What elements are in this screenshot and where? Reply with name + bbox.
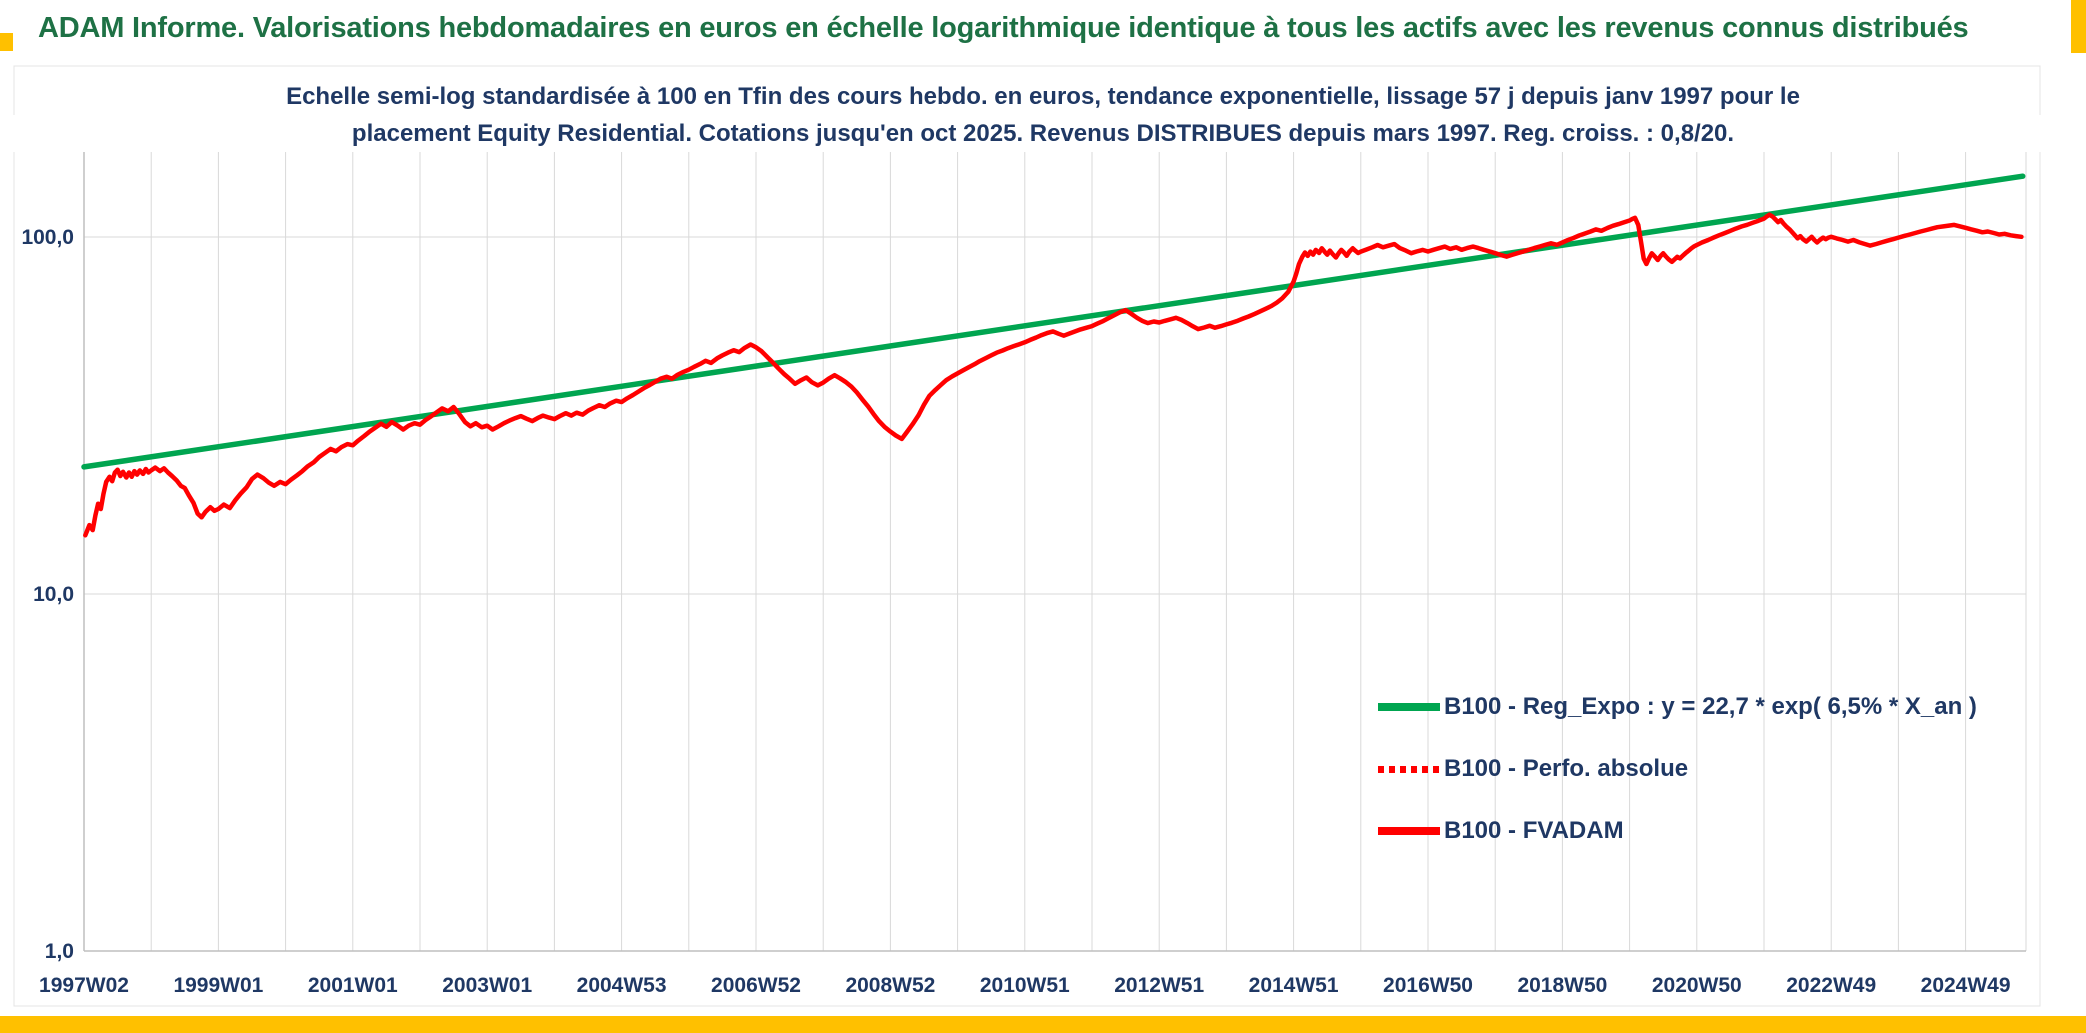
x-tick-label: 2016W50 xyxy=(1383,974,1473,997)
chart-subtitle-line2: placement Equity Residential. Cotations … xyxy=(341,115,1745,152)
series xyxy=(81,173,2026,538)
axes xyxy=(83,126,2026,952)
x-tick-label: 2020W50 xyxy=(1652,974,1742,997)
series-line-b100-reg-expo xyxy=(81,173,2026,470)
gridlines xyxy=(83,126,2027,951)
y-tick-label: 10,0 xyxy=(33,583,74,606)
gold-accent-top-right xyxy=(2071,0,2086,53)
chart-subtitle-line1: Echelle semi-log standardisée à 100 en T… xyxy=(276,78,1810,115)
x-tick-label: 2024W49 xyxy=(1921,974,2011,997)
x-tick-label: 2018W50 xyxy=(1517,974,1607,997)
legend-entry: B100 - Perfo. absolue xyxy=(1378,748,1977,790)
gold-accent-top-left xyxy=(0,33,13,51)
legend-entry: B100 - FVADAM xyxy=(1378,810,1977,852)
x-tick-label: 2012W51 xyxy=(1114,974,1204,997)
x-tick-label: 2006W52 xyxy=(711,974,801,997)
series-line-b100-perfo-absolue xyxy=(83,213,2023,537)
legend-label: B100 - Perfo. absolue xyxy=(1444,755,1689,782)
x-axis-labels: 1997W02 1999W01 2001W01 2003W01 2004W53 2006W… xyxy=(39,974,2011,997)
legend-line-swatch xyxy=(1378,703,1440,711)
gold-bottom-strip xyxy=(0,1016,2086,1033)
legend-entry: B100 - Reg_Expo : y = 22,7 * exp( 6,5% *… xyxy=(1378,686,1977,728)
x-tick-label: 2001W01 xyxy=(308,974,398,997)
chart-legend: B100 - Reg_Expo : y = 22,7 * exp( 6,5% *… xyxy=(1378,686,1977,852)
report-title: ADAM Informe. Valorisations hebdomadaire… xyxy=(38,12,1969,44)
x-tick-label: 2004W53 xyxy=(577,974,667,997)
chart: 100,0 10,0 1,0 1997W02 1999W01 2001W01 2003W01… xyxy=(0,62,2086,1016)
x-tick-label: 1997W02 xyxy=(39,974,129,997)
x-tick-label: 2010W51 xyxy=(980,974,1070,997)
x-tick-label: 2014W51 xyxy=(1249,974,1339,997)
x-tick-label: 2008W52 xyxy=(845,974,935,997)
report-title-bar: ADAM Informe. Valorisations hebdomadaire… xyxy=(0,0,2086,62)
legend-line-swatch xyxy=(1378,827,1440,835)
x-tick-label: 2003W01 xyxy=(442,974,532,997)
legend-label: B100 - FVADAM xyxy=(1444,817,1624,844)
chart-frame xyxy=(13,65,2041,1007)
chart-subtitle: Echelle semi-log standardisée à 100 en T… xyxy=(0,78,2086,152)
y-tick-label: 1,0 xyxy=(45,940,74,963)
legend-label: B100 - Reg_Expo : y = 22,7 * exp( 6,5% *… xyxy=(1444,693,1977,720)
series-line-b100-fvadam xyxy=(83,212,2024,538)
y-tick-label: 100,0 xyxy=(21,226,74,249)
x-tick-label: 1999W01 xyxy=(173,974,263,997)
y-axis-labels: 100,0 10,0 1,0 xyxy=(21,226,74,963)
x-tick-label: 2022W49 xyxy=(1786,974,1876,997)
legend-dotted-line-swatch xyxy=(1378,765,1440,773)
